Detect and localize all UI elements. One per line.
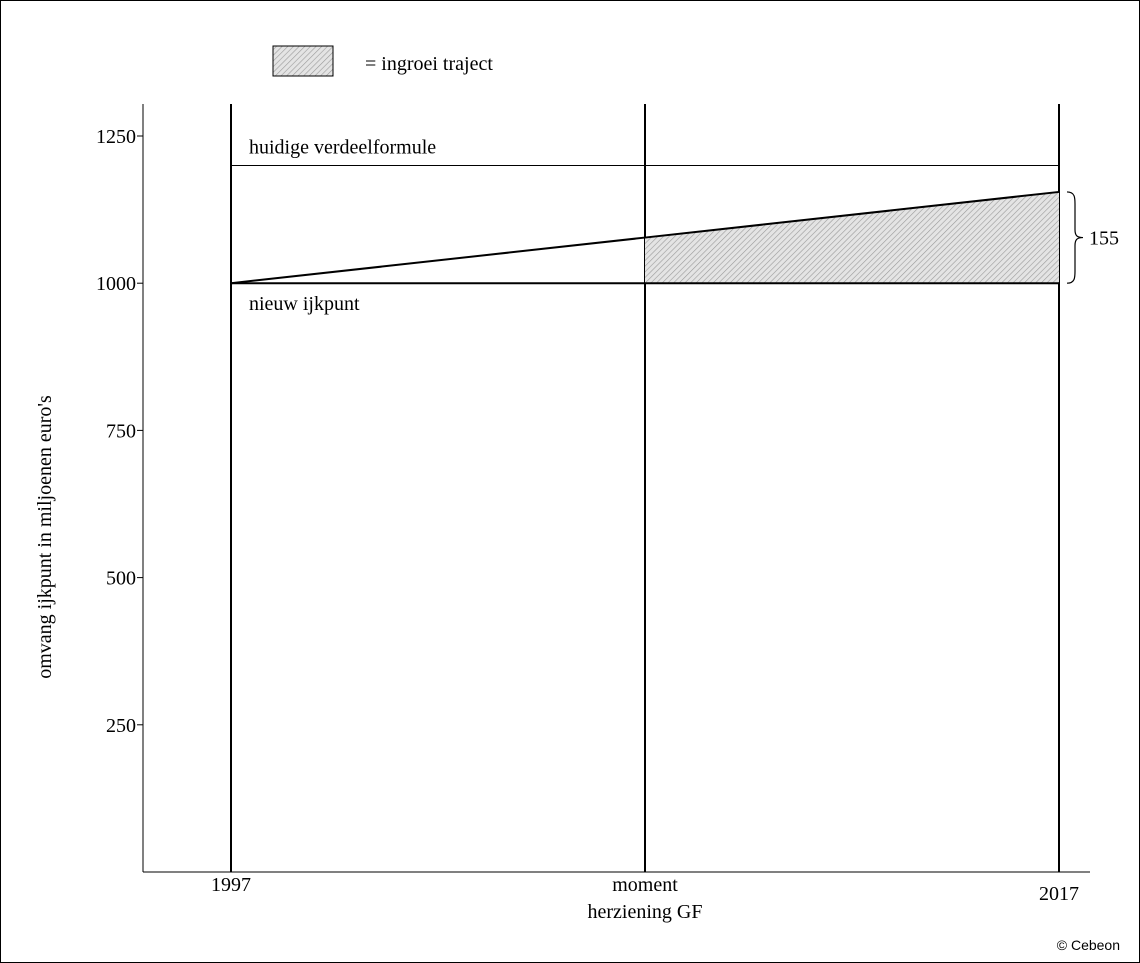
annotation-label-155: 155 [1089, 228, 1119, 250]
legend: = ingroei traject [272, 45, 493, 77]
series-line-2 [230, 190, 1060, 285]
y-tick-label-500: 500 [106, 568, 136, 590]
series-label-huidige-verdeelformule: huidige verdeelformule [249, 136, 436, 158]
y-tick-label-1250: 1250 [96, 126, 136, 148]
y-tick-label-250: 250 [106, 715, 136, 737]
legend-label-ingroei-traject: = ingroei traject [365, 53, 493, 75]
annotation-brace [1066, 191, 1084, 284]
y-axis-label: omvang ijkpunt in miljoenen euro's [34, 395, 56, 679]
marks: huidige verdeelformule nieuw ijkpunt 155 [230, 136, 1119, 315]
x-tick-label-2: 2017 [1039, 883, 1079, 905]
y-tick-label-1000: 1000 [96, 273, 136, 295]
axes: 250 500 750 1000 1250 1997 moment herziening GF… [96, 104, 1090, 923]
x-tick-label-1: moment herziening GF [588, 874, 703, 923]
series-label-nieuw-ijkpunt: nieuw ijkpunt [249, 293, 360, 315]
credit-text: © Cebeon [1057, 937, 1120, 953]
legend-swatch-ingroei-traject [272, 45, 334, 77]
x-tick-label-0: 1997 [211, 874, 251, 896]
y-tick-label-750: 750 [106, 420, 136, 442]
ingroei-traject-area [645, 191, 1059, 284]
